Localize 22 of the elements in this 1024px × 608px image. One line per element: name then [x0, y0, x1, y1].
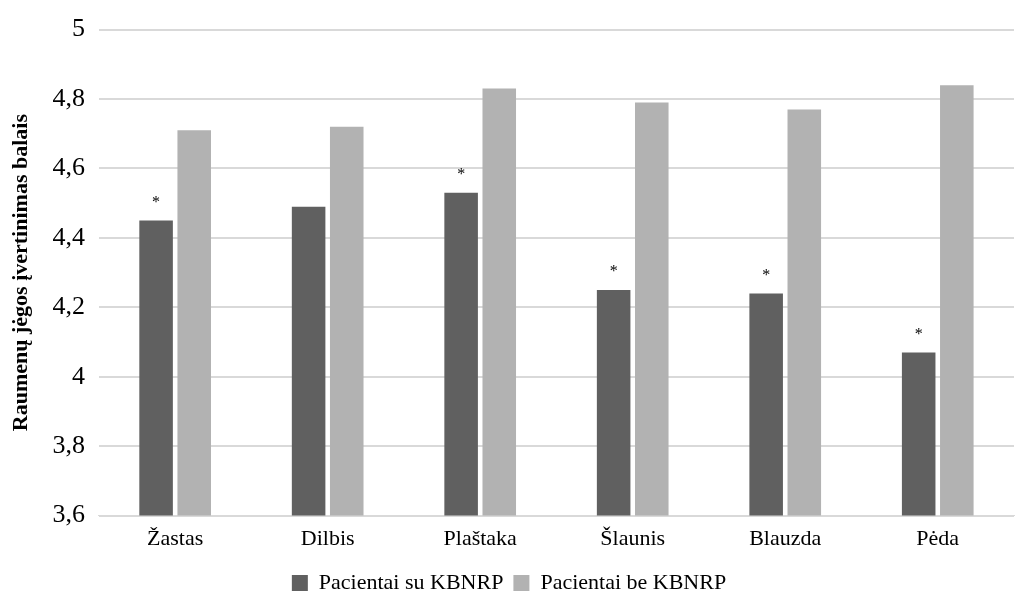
y-tick-label: 5: [71, 13, 85, 43]
x-tick-label: Pėda: [916, 524, 960, 550]
annotation: *: [914, 324, 923, 342]
y-tick-label: 4,8: [52, 82, 85, 112]
annotation: *: [762, 265, 771, 283]
y-tick-label: 4,4: [52, 221, 85, 251]
y-axis-title: Raumenų jėgos įvertinimas balais: [6, 113, 32, 432]
x-tick-label: Blauzda: [749, 524, 822, 550]
x-tick-label: Plaštaka: [443, 524, 518, 550]
annotation: *: [152, 192, 161, 210]
legend-label: Pacientai be KBNRP: [540, 568, 727, 594]
y-tick-label: 4: [71, 360, 85, 390]
annotation: *: [457, 164, 466, 182]
annotation: *: [609, 262, 618, 280]
y-tick-label: 3,8: [52, 430, 85, 459]
legend-label: Pacientai su KBNRP: [318, 568, 504, 594]
y-tick-label: 4,6: [52, 152, 85, 182]
x-tick-label: Dilbis: [300, 524, 355, 550]
y-tick-label: 3,6: [52, 499, 85, 529]
x-tick-label: Žastas: [147, 524, 204, 550]
x-tick-label: Šlaunis: [600, 524, 666, 550]
y-tick-label: 4,2: [52, 291, 85, 321]
